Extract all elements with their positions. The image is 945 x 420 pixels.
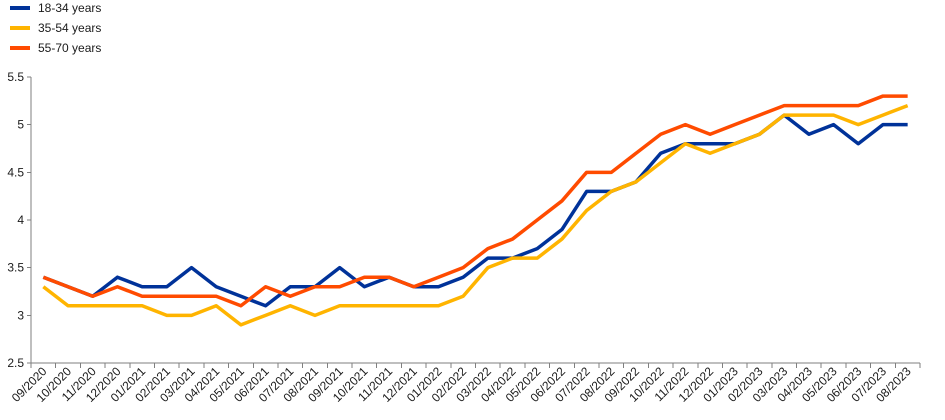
legend-label-55-70-years: 55-70 years [38, 41, 101, 55]
series-line-18-34-years [42, 113, 908, 308]
legend-item-55-70-years: 55-70 years [10, 41, 101, 55]
legend-item-35-54-years: 35-54 years [10, 21, 101, 35]
plot-area [42, 94, 909, 327]
y-tick-label: 5.5 [7, 70, 24, 84]
legend-item-18-34-years: 18-34 years [10, 1, 101, 15]
legend: 18-34 years 35-54 years 55-70 years [10, 1, 101, 55]
series-line-35-54-years [42, 103, 909, 327]
y-tick-label: 2.5 [7, 356, 24, 370]
series-line-55-70-years [42, 94, 908, 308]
y-tick-label: 4.5 [7, 165, 24, 179]
y-tick-label: 5 [17, 118, 24, 132]
y-axis: 2.5 3 3.5 4 4.5 5 5.5 [7, 70, 32, 370]
y-tick-label: 3.5 [7, 261, 24, 275]
y-tick-label: 3 [17, 308, 24, 322]
legend-label-18-34-years: 18-34 years [38, 1, 101, 15]
legend-label-35-54-years: 35-54 years [38, 21, 101, 35]
y-tick-label: 4 [17, 213, 24, 227]
x-axis: 09/202010/202011/202012/202001/202102/20… [9, 362, 921, 405]
